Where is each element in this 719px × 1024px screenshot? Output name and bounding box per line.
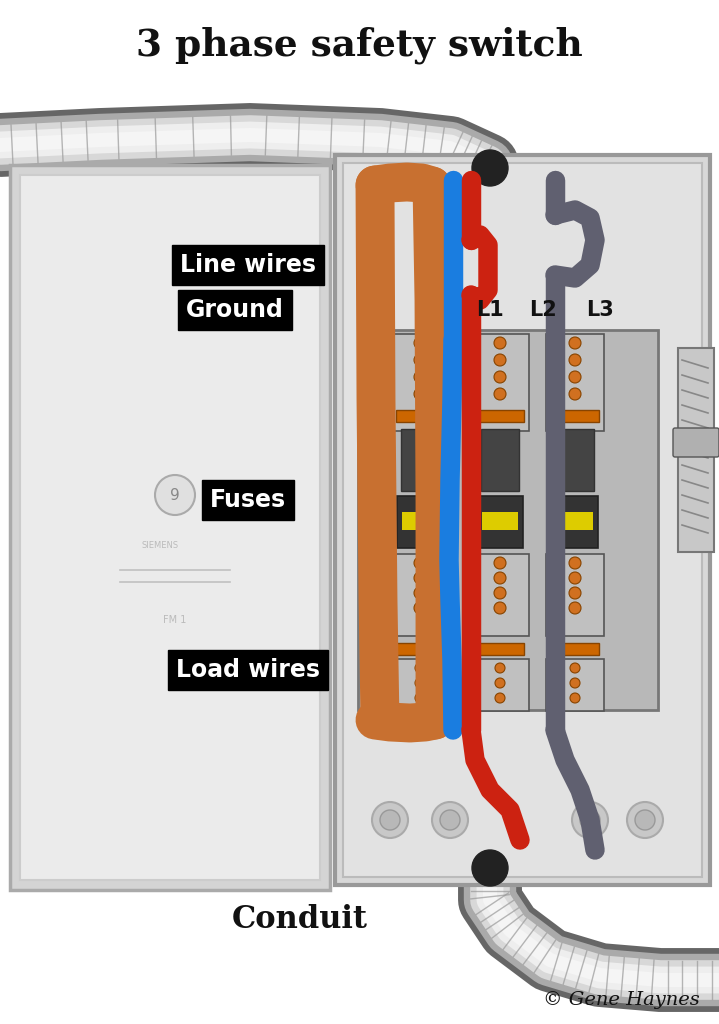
Circle shape xyxy=(569,587,581,599)
Circle shape xyxy=(414,587,426,599)
FancyBboxPatch shape xyxy=(556,429,594,490)
FancyBboxPatch shape xyxy=(391,659,449,711)
FancyBboxPatch shape xyxy=(552,496,598,548)
FancyBboxPatch shape xyxy=(477,496,523,548)
Circle shape xyxy=(572,802,608,838)
FancyBboxPatch shape xyxy=(402,512,438,530)
Circle shape xyxy=(415,678,425,688)
FancyBboxPatch shape xyxy=(476,643,524,655)
Circle shape xyxy=(414,371,426,383)
FancyBboxPatch shape xyxy=(401,429,439,490)
Circle shape xyxy=(472,150,508,186)
FancyBboxPatch shape xyxy=(546,659,604,711)
FancyBboxPatch shape xyxy=(391,334,449,431)
Circle shape xyxy=(569,602,581,614)
Circle shape xyxy=(494,388,506,400)
Text: Load wires: Load wires xyxy=(176,658,320,682)
Circle shape xyxy=(414,337,426,349)
Circle shape xyxy=(627,802,663,838)
Circle shape xyxy=(440,810,460,830)
Circle shape xyxy=(580,810,600,830)
FancyBboxPatch shape xyxy=(358,330,658,710)
FancyBboxPatch shape xyxy=(396,643,444,655)
Text: Line wires: Line wires xyxy=(180,253,316,278)
Circle shape xyxy=(570,663,580,673)
FancyBboxPatch shape xyxy=(343,163,702,877)
FancyBboxPatch shape xyxy=(481,429,519,490)
Circle shape xyxy=(414,557,426,569)
Circle shape xyxy=(415,693,425,703)
Circle shape xyxy=(569,388,581,400)
Circle shape xyxy=(494,587,506,599)
Text: L1: L1 xyxy=(476,300,504,319)
Text: Ground: Ground xyxy=(186,298,284,322)
FancyBboxPatch shape xyxy=(678,348,714,552)
FancyBboxPatch shape xyxy=(551,643,599,655)
FancyBboxPatch shape xyxy=(482,512,518,530)
Circle shape xyxy=(372,802,408,838)
FancyBboxPatch shape xyxy=(335,155,710,885)
Text: 3 phase safety switch: 3 phase safety switch xyxy=(136,27,582,63)
Circle shape xyxy=(414,354,426,366)
FancyBboxPatch shape xyxy=(397,496,443,548)
Circle shape xyxy=(569,572,581,584)
Circle shape xyxy=(415,663,425,673)
Text: 9: 9 xyxy=(170,487,180,503)
FancyBboxPatch shape xyxy=(673,428,719,457)
Circle shape xyxy=(495,678,505,688)
Circle shape xyxy=(635,810,655,830)
Circle shape xyxy=(414,602,426,614)
FancyBboxPatch shape xyxy=(391,554,449,636)
Circle shape xyxy=(472,850,508,886)
Circle shape xyxy=(155,475,195,515)
Text: FM 1: FM 1 xyxy=(163,615,187,625)
FancyBboxPatch shape xyxy=(471,554,529,636)
FancyBboxPatch shape xyxy=(10,165,330,890)
Circle shape xyxy=(569,354,581,366)
FancyBboxPatch shape xyxy=(546,554,604,636)
Text: L2: L2 xyxy=(529,300,557,319)
FancyBboxPatch shape xyxy=(471,334,529,431)
Circle shape xyxy=(570,693,580,703)
Circle shape xyxy=(414,572,426,584)
Text: SIEMENS: SIEMENS xyxy=(142,541,178,550)
FancyBboxPatch shape xyxy=(396,410,444,422)
Text: L3: L3 xyxy=(586,300,614,319)
Circle shape xyxy=(569,557,581,569)
Circle shape xyxy=(495,663,505,673)
Circle shape xyxy=(494,602,506,614)
Circle shape xyxy=(494,337,506,349)
Circle shape xyxy=(494,557,506,569)
Circle shape xyxy=(414,388,426,400)
Circle shape xyxy=(494,371,506,383)
Text: Conduit: Conduit xyxy=(232,904,368,936)
FancyBboxPatch shape xyxy=(551,410,599,422)
FancyBboxPatch shape xyxy=(546,334,604,431)
Circle shape xyxy=(432,802,468,838)
Circle shape xyxy=(380,810,400,830)
FancyBboxPatch shape xyxy=(476,410,524,422)
Circle shape xyxy=(570,678,580,688)
Text: Fuses: Fuses xyxy=(210,488,286,512)
Circle shape xyxy=(495,693,505,703)
Circle shape xyxy=(569,337,581,349)
Circle shape xyxy=(494,572,506,584)
FancyBboxPatch shape xyxy=(471,659,529,711)
FancyBboxPatch shape xyxy=(557,512,593,530)
Circle shape xyxy=(569,371,581,383)
FancyBboxPatch shape xyxy=(20,175,320,880)
Text: © Gene Haynes: © Gene Haynes xyxy=(544,991,700,1009)
Circle shape xyxy=(494,354,506,366)
